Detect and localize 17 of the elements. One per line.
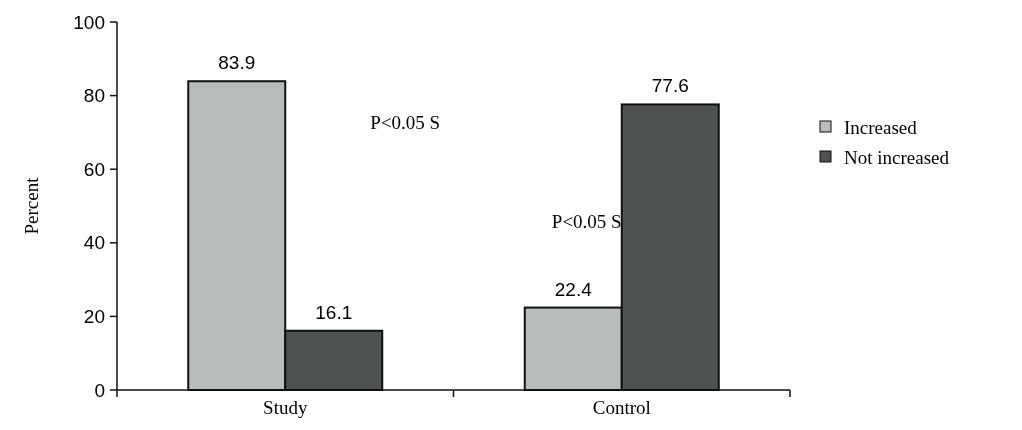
y-tick-label: 100 xyxy=(73,11,105,33)
data-label: 83.9 xyxy=(218,52,256,74)
annotation: P<0.05 S xyxy=(370,111,441,133)
legend-label: Not increased xyxy=(844,146,950,168)
data-label: 22.4 xyxy=(554,278,593,300)
x-tick-label: Control xyxy=(592,397,651,418)
annotation: P<0.05 S xyxy=(551,211,622,233)
legend-label: Increased xyxy=(844,116,918,138)
y-tick-label: 0 xyxy=(94,379,105,401)
data-label: 77.6 xyxy=(651,75,689,97)
x-tick-label: Study xyxy=(263,397,308,418)
y-tick-label: 80 xyxy=(83,85,105,107)
y-tick-label: 40 xyxy=(83,232,105,254)
y-tick-label: 60 xyxy=(83,158,105,180)
data-label: 16.1 xyxy=(315,301,353,323)
y-tick-label: 20 xyxy=(83,306,105,328)
y-axis-title: Percent xyxy=(21,176,42,235)
